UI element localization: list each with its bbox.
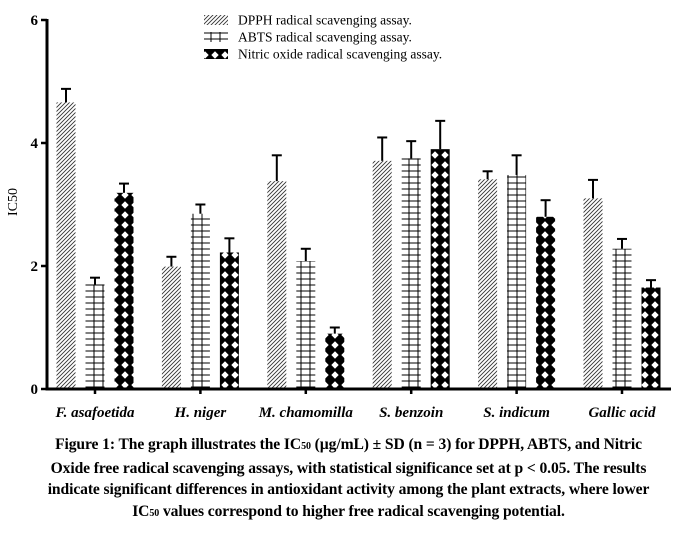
bar-grid-hatch <box>507 174 527 389</box>
legend-swatch-cross-diamond <box>204 49 228 59</box>
legend-item: ABTS radical scavenging assay. <box>204 30 412 45</box>
bar-diagonal-hatch <box>583 198 603 389</box>
bar-cross-diamond <box>430 149 450 389</box>
legend-item: DPPH radical scavenging assay. <box>204 13 412 28</box>
legend: DPPH radical scavenging assay. ABTS radic… <box>204 13 442 62</box>
x-tick-label: H. niger <box>174 405 227 421</box>
x-tick-label: Gallic acid <box>588 405 656 421</box>
bar-diagonal-hatch <box>267 181 287 389</box>
bar-cross-diamond <box>641 287 661 389</box>
caption-line: Oxide free radical scavenging assays, wi… <box>50 459 647 477</box>
bar-grid-hatch <box>401 158 421 389</box>
bar-diagonal-hatch <box>161 266 181 389</box>
bar-cross-diamond <box>325 333 345 389</box>
bar-diagonal-hatch <box>372 160 392 389</box>
bars-layer <box>56 87 661 389</box>
legend-label: ABTS radical scavenging assay. <box>238 30 412 45</box>
y-axis-label: IC50 <box>6 188 21 216</box>
y-tick-label: 6 <box>31 13 39 29</box>
caption-line: indicate significant differences in anti… <box>47 481 650 498</box>
x-tick-label: F. asafoetida <box>55 405 135 421</box>
bar-cross-diamond <box>219 252 239 389</box>
y-tick-label: 4 <box>31 136 39 152</box>
x-tick-label: S. benzoin <box>379 405 443 421</box>
legend-label: DPPH radical scavenging assay. <box>238 13 412 28</box>
legend-swatch-grid-hatch <box>204 32 228 42</box>
axes-layer: F. asafoetida H. niger M. chamomilla S. ben… <box>31 13 671 421</box>
legend-swatch-diagonal-hatch <box>204 15 228 25</box>
x-tick-label: S. indicum <box>483 405 550 421</box>
x-tick-label: M. chamomilla <box>258 405 354 421</box>
legend-label: Nitric oxide radical scavenging assay. <box>238 47 442 62</box>
bar-grid-hatch <box>190 213 210 389</box>
bar-cross-diamond <box>114 192 134 389</box>
legend-item: Nitric oxide radical scavenging assay. <box>204 47 442 62</box>
bar-cross-diamond <box>536 216 556 389</box>
caption-line: Figure 1: The graph illustrates the IC50… <box>55 436 642 453</box>
y-tick-label: 0 <box>31 382 39 398</box>
figure-caption: Figure 1: The graph illustrates the IC50… <box>0 434 697 524</box>
bar-grid-hatch <box>296 261 316 389</box>
bar-diagonal-hatch <box>478 179 498 389</box>
bar-diagonal-hatch <box>56 102 76 389</box>
bar-grid-hatch <box>612 248 632 389</box>
y-tick-label: 2 <box>31 259 39 275</box>
bar-grid-hatch <box>85 284 105 389</box>
bar-chart: DPPH radical scavenging assay. ABTS radic… <box>6 13 671 421</box>
caption-line: IC50 values correspond to higher free ra… <box>132 502 565 520</box>
